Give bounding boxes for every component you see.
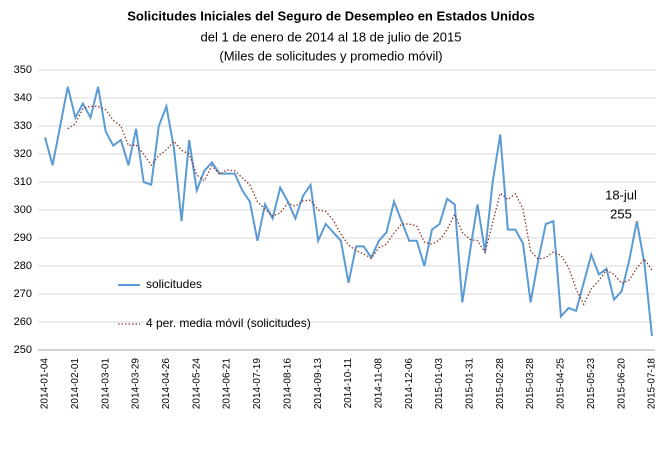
y-tick-label: 350 — [14, 64, 32, 76]
chart-title: Solicitudes Iniciales del Seguro de Dese… — [127, 8, 534, 23]
x-tick-label: 2015-05-23 — [586, 358, 597, 410]
annotation-value: 255 — [610, 206, 632, 221]
chart-subtitle: del 1 de enero de 2014 al 18 de julio de… — [201, 29, 462, 44]
y-tick-label: 260 — [14, 316, 32, 328]
x-tick-label: 2015-02-28 — [495, 358, 506, 410]
legend-label: 4 per. media móvil (solicitudes) — [146, 316, 311, 330]
chart-subtitle: (Miles de solicitudes y promedio móvil) — [219, 48, 442, 63]
x-tick-label: 2014-10-11 — [343, 358, 354, 409]
series-line — [67, 105, 653, 306]
x-tick-label: 2014-03-29 — [131, 358, 142, 410]
y-tick-label: 270 — [14, 288, 32, 300]
x-tick-label: 2014-02-01 — [70, 358, 81, 410]
y-tick-label: 280 — [14, 260, 32, 272]
y-tick-label: 330 — [14, 120, 32, 132]
legend-label: solicitudes — [146, 277, 202, 291]
y-tick-label: 250 — [14, 344, 32, 356]
x-tick-label: 2014-01-04 — [40, 358, 51, 410]
y-tick-label: 290 — [14, 232, 32, 244]
x-tick-label: 2015-01-31 — [465, 358, 476, 410]
x-tick-label: 2015-07-18 — [647, 358, 658, 410]
x-tick-label: 2015-03-28 — [525, 358, 536, 410]
x-tick-label: 2014-03-01 — [100, 358, 111, 410]
x-tick-label: 2014-05-24 — [191, 358, 202, 410]
y-tick-label: 310 — [14, 176, 32, 188]
x-tick-label: 2015-04-25 — [556, 358, 567, 410]
x-tick-label: 2014-12-06 — [404, 358, 415, 410]
y-tick-label: 340 — [14, 92, 32, 104]
x-tick-label: 2014-08-16 — [282, 358, 293, 410]
x-tick-label: 2015-01-03 — [434, 358, 445, 410]
x-tick-label: 2014-09-13 — [313, 358, 324, 410]
series-line — [44, 86, 653, 337]
x-tick-label: 2014-07-19 — [252, 358, 263, 410]
annotation-label: 18-jul — [605, 187, 637, 202]
x-tick-label: 2015-06-20 — [616, 358, 627, 410]
y-tick-label: 320 — [14, 148, 32, 160]
x-tick-label: 2014-04-26 — [161, 358, 172, 410]
y-tick-label: 300 — [14, 204, 32, 216]
x-tick-label: 2014-06-21 — [222, 358, 233, 410]
x-tick-label: 2014-11-08 — [373, 358, 384, 409]
